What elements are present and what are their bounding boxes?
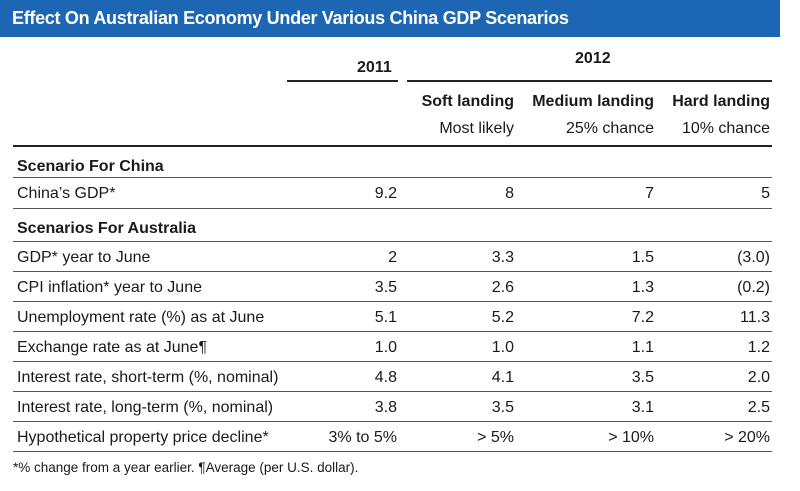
cell-hard: 2.5	[747, 399, 770, 416]
cell-soft: 4.1	[491, 369, 514, 386]
year-2012-rule	[407, 80, 772, 82]
cell-hard: 1.2	[747, 339, 770, 356]
cell-hard: > 20%	[724, 429, 770, 446]
row-label: Hypothetical property price decline*	[17, 429, 269, 446]
section-heading-australia: Scenarios For Australia	[17, 220, 197, 237]
row-label: CPI inflation* year to June	[17, 279, 202, 296]
row-rule	[13, 271, 772, 272]
row-rule	[13, 331, 772, 332]
row-rule	[13, 421, 772, 422]
row-rule	[13, 177, 772, 178]
cell-hard: (0.2)	[737, 279, 770, 296]
cell-medium: > 10%	[608, 429, 654, 446]
cell-hard: (3.0)	[737, 249, 770, 266]
cell-2011: 2	[388, 249, 397, 266]
row-rule	[13, 301, 772, 302]
scenario-hard-header: Hard landing	[672, 93, 770, 110]
row-label: Exchange rate as at June¶	[17, 339, 208, 356]
cell-2011: 3.8	[374, 399, 397, 416]
cell-soft: 3.3	[491, 249, 514, 266]
footnote: *% change from a year earlier. ¶Average …	[13, 460, 359, 475]
header-bottom-rule	[13, 145, 772, 147]
cell-medium: 3.5	[631, 369, 654, 386]
row-label: Unemployment rate (%) as at June	[17, 309, 265, 326]
cell-medium: 7	[645, 185, 654, 202]
scenario-medium-probability: 25% chance	[565, 120, 654, 137]
cell-medium: 1.5	[631, 249, 654, 266]
table-title: Effect On Australian Economy Under Vario…	[12, 8, 569, 28]
cell-soft: 2.6	[491, 279, 514, 296]
cell-soft: 8	[505, 185, 514, 202]
cell-2011: 3.5	[374, 279, 397, 296]
year-2011-rule	[287, 80, 398, 82]
scenario-soft-header: Soft landing	[421, 93, 514, 110]
row-rule	[13, 451, 772, 452]
row-rule	[13, 241, 772, 242]
cell-medium: 1.3	[631, 279, 654, 296]
cell-medium: 7.2	[631, 309, 654, 326]
scenario-soft-probability: Most likely	[439, 120, 514, 137]
section-heading-china: Scenario For China	[17, 158, 164, 175]
row-label: Interest rate, short-term (%, nominal)	[17, 369, 279, 386]
cell-2011: 4.8	[374, 369, 397, 386]
row-label: GDP* year to June	[17, 249, 151, 266]
row-rule	[13, 361, 772, 362]
cell-2011: 3% to 5%	[328, 429, 397, 446]
cell-2011: 5.1	[374, 309, 397, 326]
cell-soft: > 5%	[477, 429, 514, 446]
title-bar: Effect On Australian Economy Under Vario…	[0, 0, 780, 37]
cell-hard: 11.3	[740, 309, 770, 326]
cell-hard: 2.0	[747, 369, 770, 386]
cell-medium: 3.1	[631, 399, 654, 416]
cell-soft: 3.5	[491, 399, 514, 416]
row-label: China’s GDP*	[17, 185, 116, 202]
cell-hard: 5	[761, 185, 770, 202]
cell-medium: 1.1	[631, 339, 654, 356]
cell-soft: 5.2	[491, 309, 514, 326]
row-rule	[13, 208, 772, 209]
row-label: Interest rate, long-term (%, nominal)	[17, 399, 274, 416]
cell-soft: 1.0	[491, 339, 514, 356]
scenario-medium-header: Medium landing	[532, 93, 654, 110]
cell-2011: 1.0	[374, 339, 397, 356]
scenario-hard-probability: 10% chance	[681, 120, 770, 137]
year-2011-header: 2011	[357, 59, 392, 76]
year-2012-header: 2012	[575, 50, 611, 67]
row-rule	[13, 391, 772, 392]
cell-2011: 9.2	[374, 185, 397, 202]
